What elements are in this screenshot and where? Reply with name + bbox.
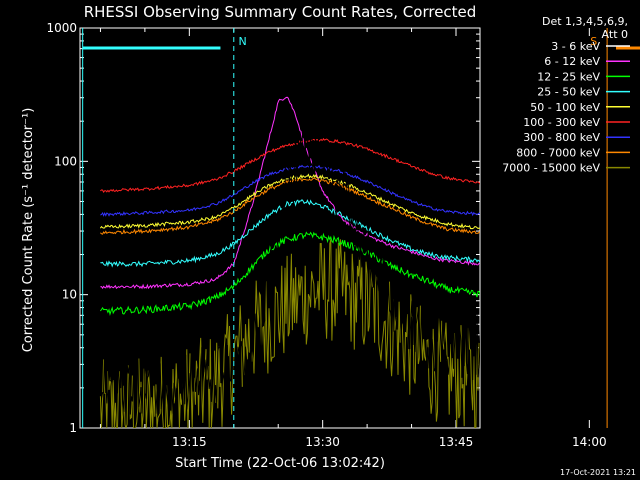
series-800-7000kev <box>100 177 480 235</box>
legend-label: 3 - 6 keV <box>551 40 600 53</box>
legend-label: 50 - 100 keV <box>530 101 600 114</box>
legend-label: 100 - 300 keV <box>523 116 600 129</box>
series-3-6kev <box>99 115 480 415</box>
y-tick-label: 1 <box>69 421 77 435</box>
legend-label: 6 - 12 keV <box>544 55 600 68</box>
y-tick-label: 1000 <box>46 21 77 35</box>
x-tick-label: 13:45 <box>439 435 474 449</box>
plot-frame <box>79 27 481 429</box>
series-group <box>99 96 480 428</box>
series-25-50kev <box>100 199 480 268</box>
plot-area: 110100100013:1513:3013:4514:0014:1514:30… <box>46 21 640 449</box>
legend-header: Det 1,3,4,5,6,9, <box>542 15 628 28</box>
legend-label: 300 - 800 keV <box>523 131 600 144</box>
footer-date: 17-Oct-2021 13:21 <box>560 468 636 477</box>
legend-label: 800 - 7000 keV <box>516 146 600 159</box>
legend-label: 7000 - 15000 keV <box>502 162 600 175</box>
series-6-12kev <box>100 96 480 290</box>
x-tick-label: 13:30 <box>305 435 340 449</box>
chart-title: RHESSI Observing Summary Count Rates, Co… <box>84 3 477 21</box>
y-tick-label: 10 <box>62 288 77 302</box>
series-7000-15000kev <box>99 239 480 428</box>
legend: Det 1,3,4,5,6,9,Att 03 - 6 keV 6 - 12 keV… <box>502 15 630 175</box>
legend-label: 12 - 25 keV <box>537 70 600 83</box>
x-tick-label: 14:00 <box>572 435 607 449</box>
y-tick-label: 100 <box>54 154 77 168</box>
x-tick-label: 13:15 <box>172 435 207 449</box>
series-12-25kev <box>99 231 480 316</box>
x-axis-label: Start Time (22-Oct-06 13:02:42) <box>175 456 385 471</box>
series-100-300kev <box>100 137 480 194</box>
legend-label: 25 - 50 keV <box>537 86 600 99</box>
series-50-100kev <box>99 173 480 230</box>
marker-label: N <box>239 35 247 48</box>
marker-label: S <box>590 35 597 48</box>
legend-header: Att 0 <box>602 28 628 41</box>
series-300-800kev <box>100 164 480 217</box>
y-axis-label: Corrected Count Rate (s⁻¹ detector⁻¹) <box>21 108 36 353</box>
